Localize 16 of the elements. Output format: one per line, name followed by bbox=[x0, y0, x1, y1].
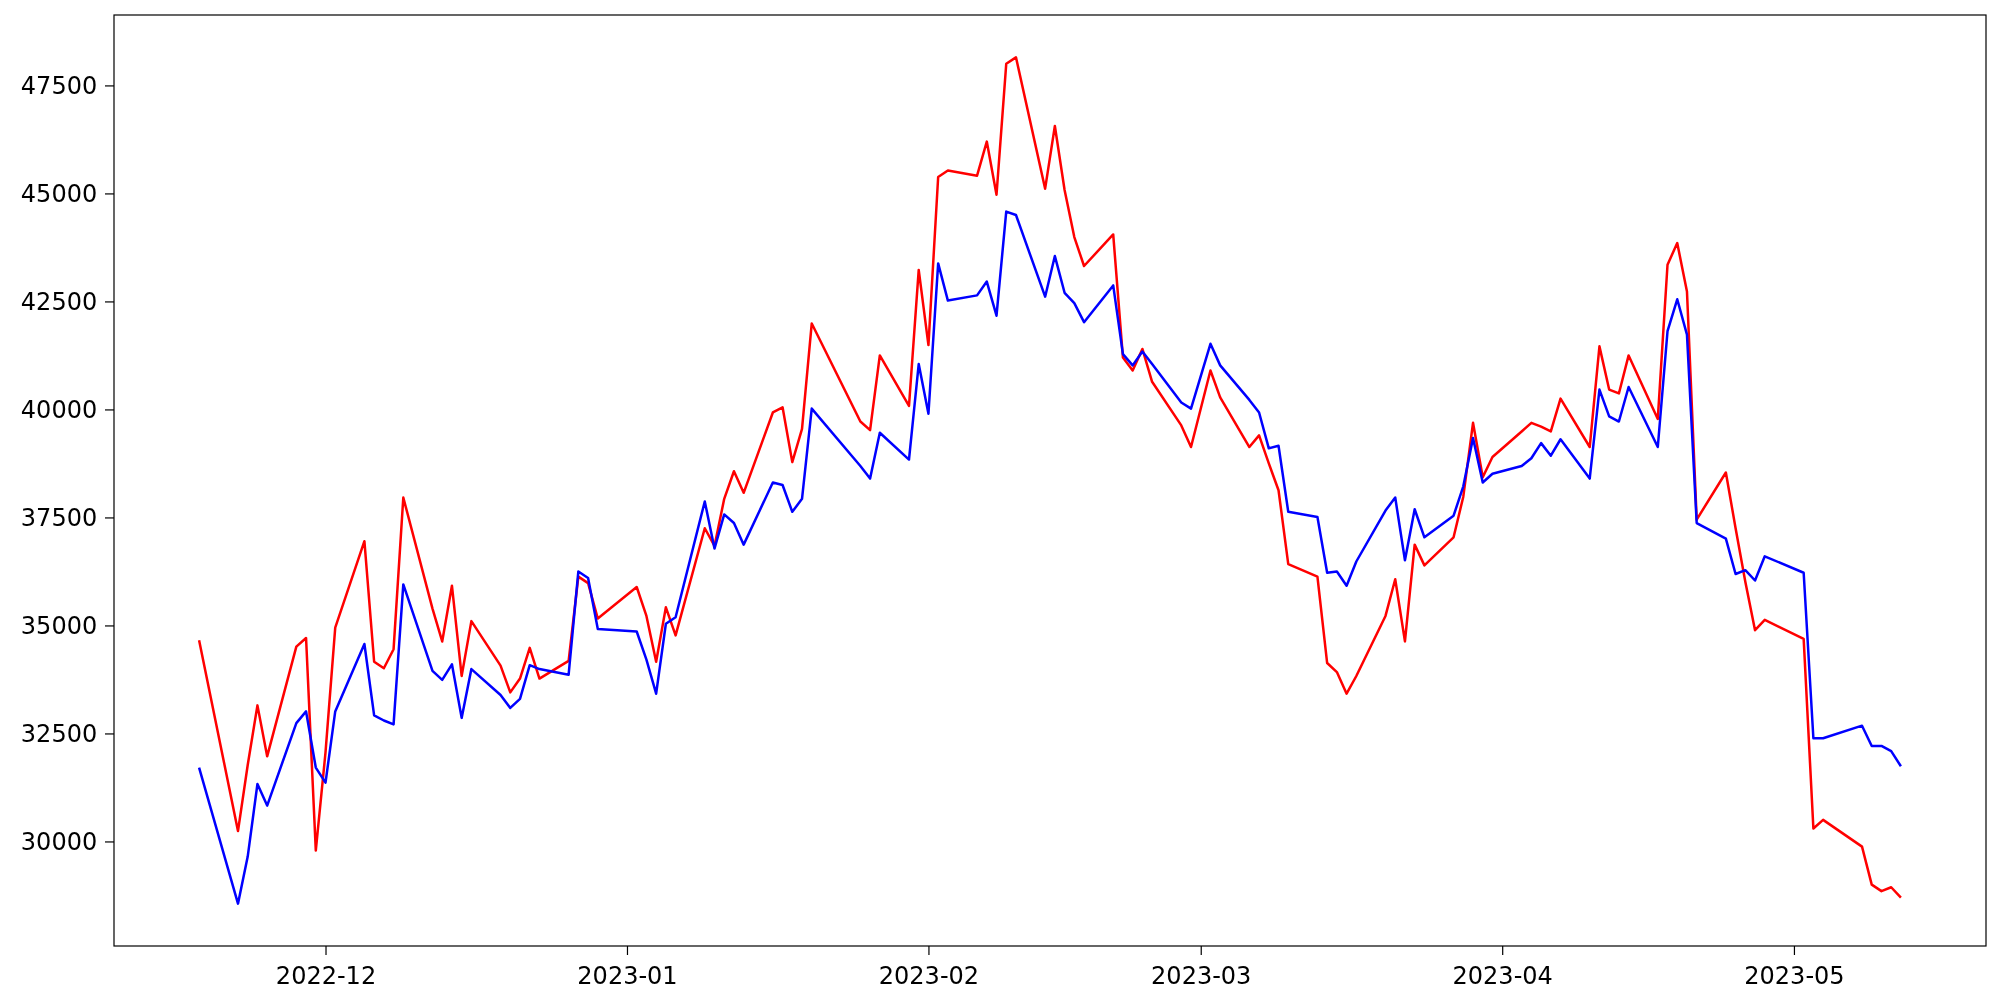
y-tick-label: 47500 bbox=[20, 71, 98, 100]
y-tick-label: 35000 bbox=[20, 611, 98, 640]
x-tick-label: 2023-05 bbox=[1744, 962, 1845, 991]
x-tick-label: 2023-03 bbox=[1151, 962, 1252, 991]
y-tick-label: 30000 bbox=[20, 827, 98, 856]
y-tick-label: 32500 bbox=[20, 719, 98, 748]
y-tick-label: 42500 bbox=[20, 287, 98, 316]
line-series bbox=[197, 56, 1903, 899]
line-series bbox=[197, 210, 1903, 905]
x-tick-label: 2023-02 bbox=[878, 962, 980, 991]
x-tick-label: 2022-12 bbox=[275, 962, 377, 991]
y-tick-label: 45000 bbox=[20, 179, 98, 208]
x-tick-label: 2023-01 bbox=[577, 962, 678, 991]
x-tick-label: 2023-04 bbox=[1452, 962, 1553, 991]
y-tick-label: 37500 bbox=[20, 503, 98, 532]
y-tick-label: 40000 bbox=[20, 395, 98, 424]
